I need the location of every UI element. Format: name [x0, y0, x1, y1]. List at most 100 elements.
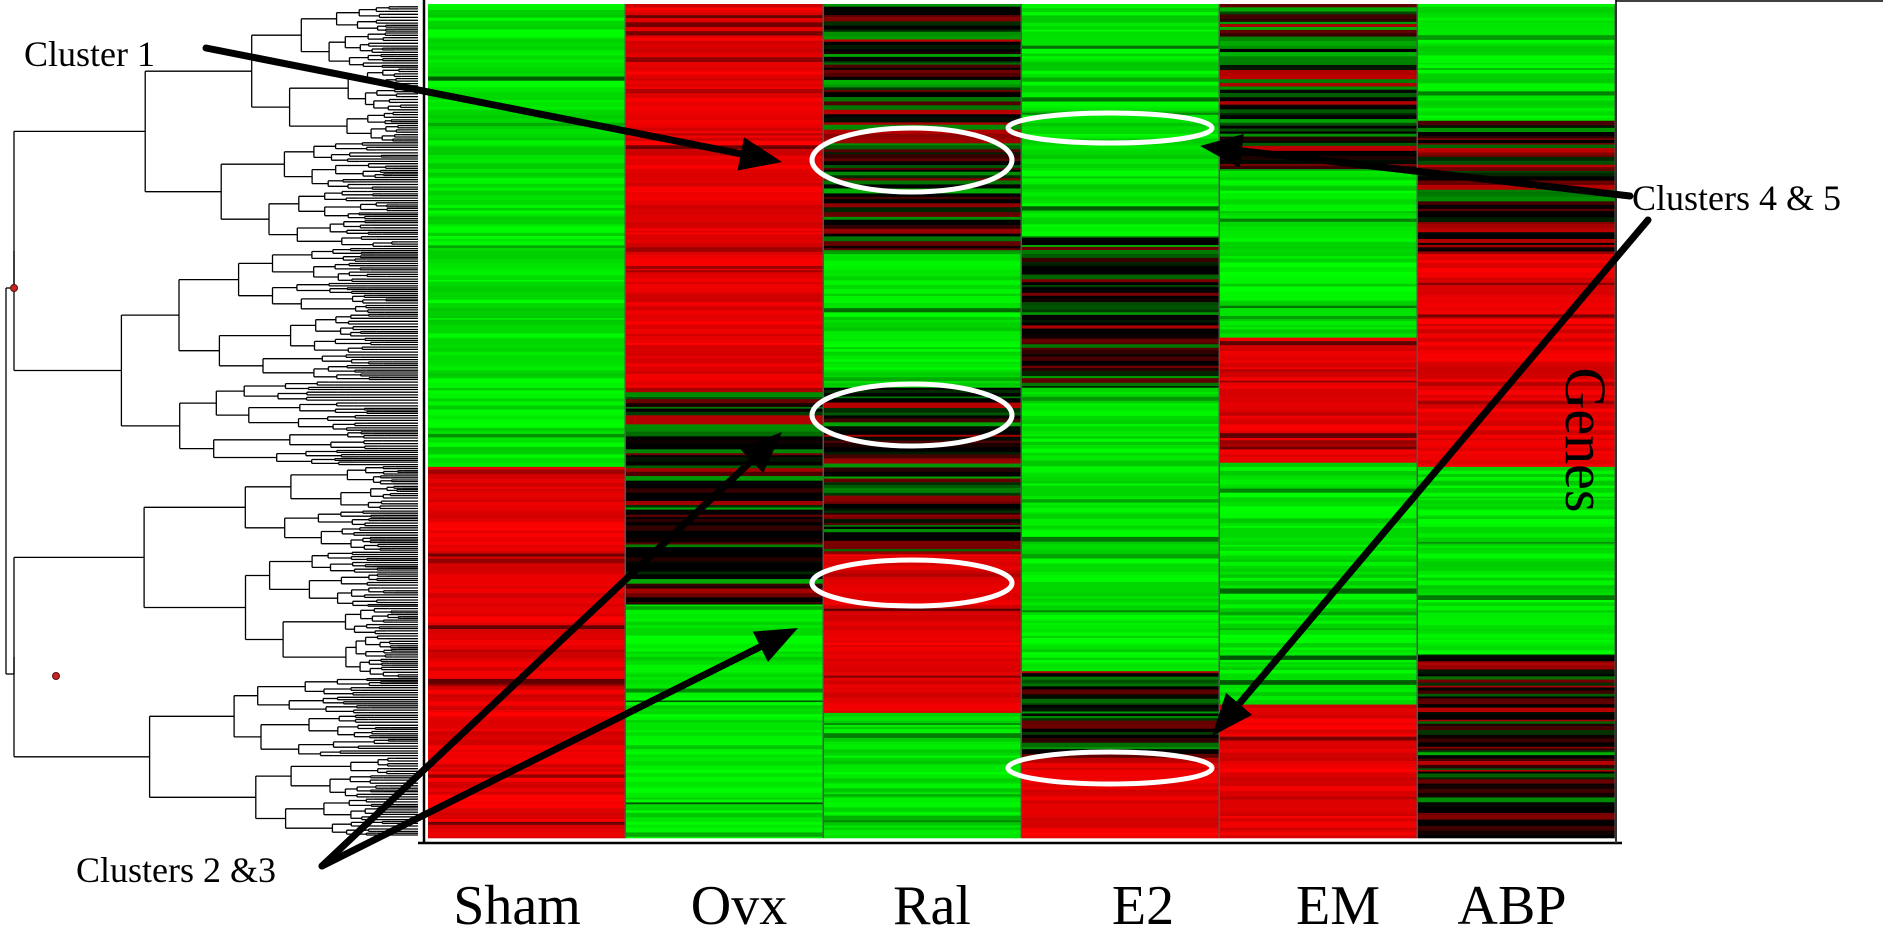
- heatmap-row-strip: [1022, 537, 1220, 542]
- heatmap-row-strip: [824, 408, 1022, 413]
- heatmap-row-strip: [1418, 724, 1616, 727]
- heatmap-row-strip: [428, 155, 626, 159]
- heatmap-row-strip: [824, 403, 1022, 405]
- heatmap-row-strip: [1418, 260, 1616, 263]
- heatmap-row-strip: [1418, 773, 1616, 777]
- heatmap-row-strip: [626, 765, 824, 770]
- heatmap-row-strip: [428, 620, 626, 623]
- heatmap-row-strip: [428, 205, 626, 208]
- heatmap-row-strip: [1418, 578, 1616, 581]
- heatmap-row-strip: [1220, 566, 1418, 570]
- heatmap-row-strip: [428, 474, 626, 478]
- heatmap-row-strip: [626, 18, 824, 23]
- heatmap-row-strip: [1220, 393, 1418, 396]
- heatmap-row-strip: [626, 571, 824, 574]
- heatmap-row-strip: [1418, 808, 1616, 811]
- heatmap-row-strip: [428, 248, 626, 250]
- heatmap-row-strip: [626, 163, 824, 165]
- heatmap-row-strip: [1022, 60, 1220, 62]
- heatmap-row-strip: [1022, 320, 1220, 323]
- heatmap-row-strip: [626, 672, 824, 674]
- heatmap-row-strip: [1022, 361, 1220, 366]
- heatmap-row-strip: [626, 793, 824, 798]
- heatmap-row-strip: [1220, 551, 1418, 554]
- heatmap-row-strip: [428, 50, 626, 53]
- heatmap-row-strip: [428, 250, 626, 255]
- heatmap-row-strip: [1022, 388, 1220, 393]
- heatmap-row-strip: [428, 489, 626, 492]
- heatmap-row-strip: [428, 6, 626, 11]
- heatmap-row-strip: [1022, 649, 1220, 652]
- heatmap-row-strip: [428, 588, 626, 593]
- heatmap-row-strip: [428, 559, 626, 564]
- heatmap-row-strip: [428, 443, 626, 448]
- heatmap-row-strip: [626, 443, 824, 446]
- heatmap-row-strip: [1022, 638, 1220, 640]
- heatmap-row-strip: [1022, 690, 1220, 695]
- heatmap-row-strip: [1220, 402, 1418, 407]
- heatmap-row-strip: [428, 188, 626, 191]
- heatmap-row-strip: [428, 789, 626, 792]
- heatmap-row-strip: [824, 519, 1022, 523]
- heatmap-row-strip: [626, 319, 824, 321]
- heatmap-row-strip: [626, 403, 824, 407]
- heatmap-row-strip: [626, 736, 824, 741]
- heatmap-row-strip: [824, 472, 1022, 477]
- heatmap-row-strip: [626, 374, 824, 378]
- heatmap-row-strip: [1220, 781, 1418, 784]
- heatmap-row-strip: [1022, 378, 1220, 383]
- heatmap-row-strip: [824, 812, 1022, 816]
- heatmap-column-e2: [1022, 4, 1221, 838]
- heatmap-row-strip: [1220, 312, 1418, 316]
- heatmap-row-strip: [428, 784, 626, 789]
- heatmap-row-strip: [626, 741, 824, 745]
- heatmap-row-strip: [1022, 56, 1220, 58]
- heatmap-row-strip: [1220, 37, 1418, 42]
- heatmap-row-strip: [626, 173, 824, 178]
- heatmap-row-strip: [1220, 497, 1418, 502]
- heatmap-row-strip: [1418, 145, 1616, 149]
- heatmap-row-strip: [824, 792, 1022, 795]
- heatmap-row-strip: [626, 218, 824, 222]
- heatmap-row-strip: [1220, 231, 1418, 235]
- heatmap-row-strip: [1022, 716, 1220, 719]
- heatmap-row-strip: [824, 758, 1022, 762]
- heatmap-row-strip: [1220, 480, 1418, 485]
- heatmap-row-strip: [824, 73, 1022, 77]
- heatmap-row-strip: [1418, 298, 1616, 302]
- heatmap-row-strip: [428, 77, 626, 81]
- heatmap-row-strip: [824, 742, 1022, 745]
- heatmap-row-strip: [824, 523, 1022, 526]
- heatmap-row-strip: [1418, 32, 1616, 36]
- heatmap-row-strip: [1022, 640, 1220, 644]
- heatmap-row-strip: [428, 528, 626, 531]
- heatmap-row-strip: [824, 367, 1022, 369]
- heatmap-row-strip: [1022, 214, 1220, 217]
- heatmap-row-strip: [1022, 85, 1220, 88]
- heatmap-row-strip: [428, 169, 626, 173]
- heatmap-row-strip: [1022, 131, 1220, 134]
- heatmap-row-strip: [824, 774, 1022, 778]
- heatmap-row-strip: [1022, 62, 1220, 66]
- heatmap-row-strip: [1220, 502, 1418, 507]
- heatmap-row-strip: [1418, 665, 1616, 670]
- heatmap-row-strip: [1220, 409, 1418, 413]
- heatmap-row-strip: [626, 302, 824, 305]
- heatmap-row-strip: [626, 680, 824, 685]
- heatmap-row-strip: [1418, 575, 1616, 578]
- heatmap-row-strip: [824, 587, 1022, 591]
- heatmap-row-strip: [626, 586, 824, 589]
- heatmap-row-strip: [428, 352, 626, 356]
- heatmap-row-strip: [1220, 412, 1418, 416]
- heatmap-row-strip: [1022, 240, 1220, 245]
- heatmap-row-strip: [626, 388, 824, 393]
- heatmap-row-strip: [1220, 397, 1418, 400]
- heatmap-row-strip: [824, 467, 1022, 472]
- heatmap-row-strip: [1418, 701, 1616, 704]
- heatmap-row-strip: [824, 496, 1022, 501]
- heatmap-row-strip: [1220, 12, 1418, 15]
- heatmap-row-strip: [626, 98, 824, 102]
- heatmap-row-strip: [1418, 620, 1616, 625]
- heatmap-row-strip: [1022, 833, 1220, 836]
- heatmap-row-strip: [824, 655, 1022, 659]
